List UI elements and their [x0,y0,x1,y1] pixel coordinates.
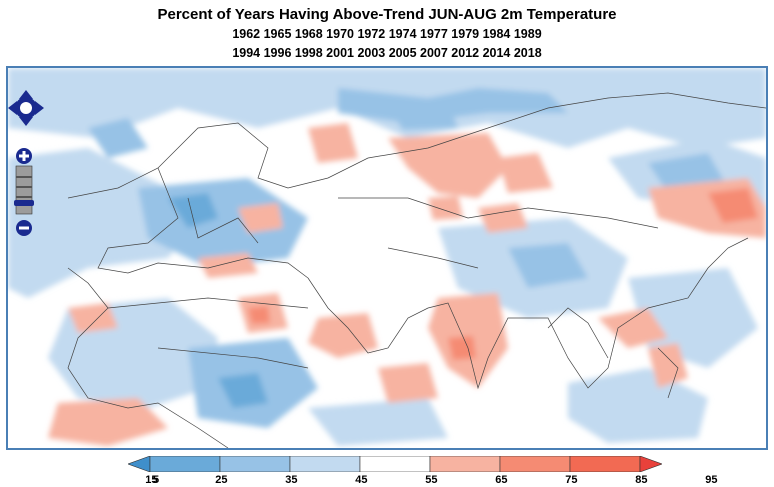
map-canvas [8,68,766,448]
zoom-out-icon[interactable] [16,220,32,236]
colorbar-tick-label: 25 [215,474,228,486]
map-title: Percent of Years Having Above-Trend JUN-… [157,6,617,23]
colorbar-segment [499,455,571,473]
temperature-field [8,68,766,446]
colorbar-segment [429,455,501,473]
zoom-in-icon[interactable] [16,148,32,164]
map-view[interactable] [6,66,768,450]
colorbar-tick-label: 45 [355,474,368,486]
colorbar-segment [149,455,221,473]
colorbar-tick-label: 65 [495,474,508,486]
colorbar-tick-label: 75 [565,474,578,486]
colorbar-segment [219,455,291,473]
colorbar-segment [359,455,431,473]
colorbar-tick-label: 55 [425,474,438,486]
colorbar-segment [289,455,361,473]
nav-svg [8,90,44,236]
colorbar-tick-label: 95 [705,474,718,486]
colorbar-tick-label: 85 [635,474,648,486]
colorbar-min-arrow [127,455,151,473]
country-borders [67,92,766,448]
colorbar-svg [127,455,663,473]
years-line-1: 1962 1965 1968 1970 1972 1974 1977 1979 … [232,27,542,41]
map-navigation-control [8,90,48,240]
colorbar-segment [569,455,641,473]
pan-arrows-icon[interactable] [8,90,44,126]
zoom-slider-icon[interactable] [14,165,34,215]
colorbar-tick-label: 15 [145,474,158,486]
colorbar-max-arrow [639,455,663,473]
colorbar-tick-label: 35 [285,474,298,486]
colorbar [127,455,663,473]
colorbar-tick-label: 5 [152,474,160,486]
years-line-2: 1994 1996 1998 2001 2003 2005 2007 2012 … [232,46,542,60]
